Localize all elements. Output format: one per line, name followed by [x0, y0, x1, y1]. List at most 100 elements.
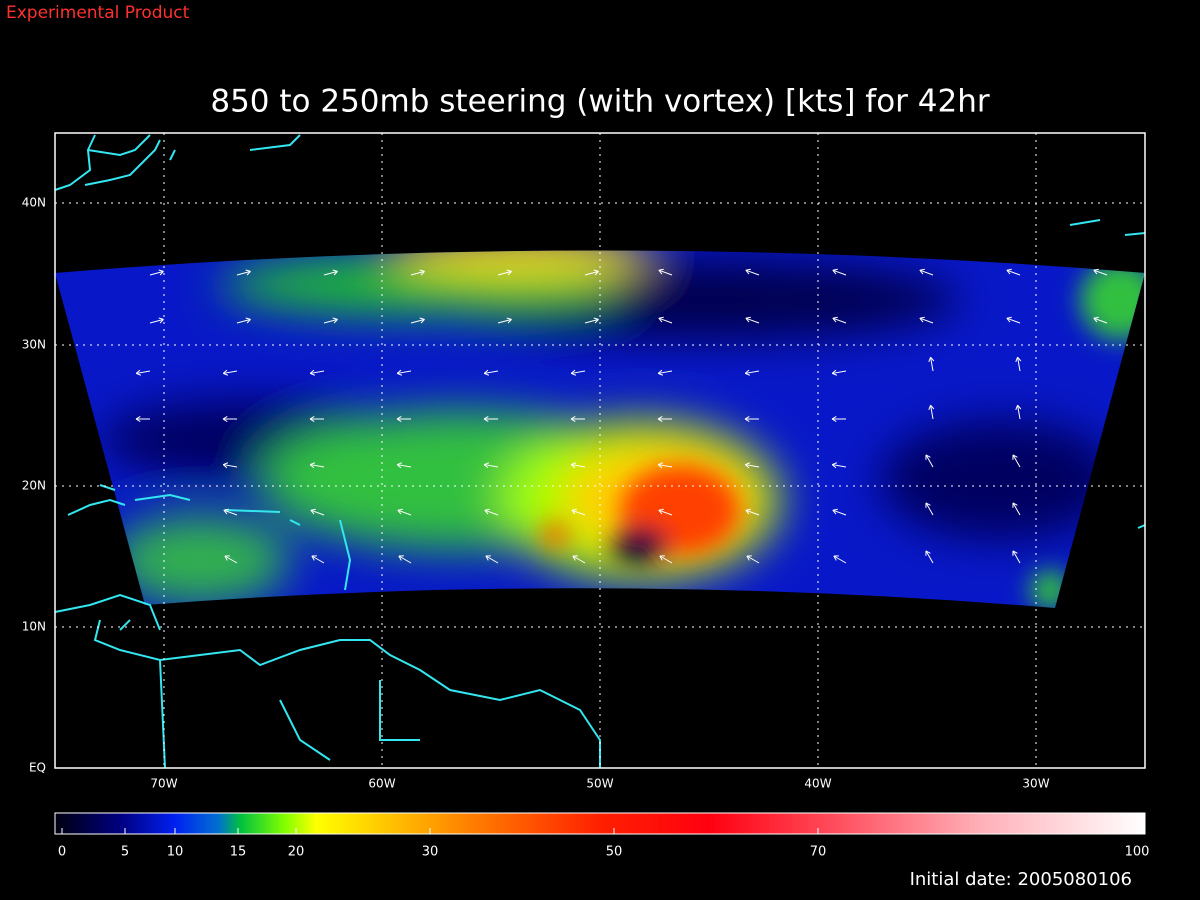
arrow-shaft [398, 555, 412, 564]
arrow-head [919, 316, 925, 319]
arrow-head [397, 462, 403, 466]
arrow-head [310, 462, 316, 466]
arrow-head [744, 418, 750, 423]
arrow-head [593, 317, 599, 320]
arrow-shaft [925, 454, 934, 468]
product-label: Experimental Product [6, 3, 190, 23]
arrow-shaft [832, 317, 847, 324]
arrow-head [831, 464, 837, 469]
arrow-head [832, 508, 838, 511]
lon-label: 40W [804, 777, 831, 791]
lat-label: 40N [22, 196, 46, 210]
arrow-head [396, 415, 402, 420]
arrow-head [744, 369, 750, 374]
arrow-shaft [919, 269, 934, 276]
arrow-shaft [745, 317, 760, 324]
arrow-head [158, 269, 164, 272]
arrow-head [571, 509, 576, 515]
arrow-shaft [572, 555, 586, 564]
arrow-head [309, 418, 315, 423]
arrow-head [1017, 356, 1022, 362]
arrow-head [832, 269, 837, 275]
arrow-head [484, 462, 490, 466]
arrow-shaft [484, 509, 499, 516]
colorbar-label: 5 [121, 845, 129, 860]
arrow-head [657, 418, 663, 423]
arrow-head [658, 462, 664, 466]
arrow-shaft [223, 370, 238, 374]
arrow-head [571, 508, 577, 511]
arrow-shaft [658, 464, 673, 468]
arrow-head [593, 269, 599, 272]
arrow-head [1006, 316, 1012, 319]
arrow-head [396, 369, 402, 374]
arrow-head [571, 462, 577, 466]
arrow-head [484, 508, 490, 511]
arrow-shaft [745, 464, 760, 468]
arrow-shaft [1017, 357, 1021, 372]
grid [55, 133, 1145, 768]
arrow-head [746, 555, 750, 561]
arrow-shaft [1012, 550, 1021, 564]
arrow-shaft [832, 370, 847, 374]
lat-label: 10N [22, 620, 46, 634]
arrow-head [420, 319, 425, 324]
arrow-head [135, 415, 141, 420]
lon-label: 30W [1022, 777, 1049, 791]
arrow-head [223, 508, 229, 511]
arrow-shaft [745, 370, 760, 374]
arrow-shaft [311, 555, 325, 564]
lon-label: 60W [368, 777, 395, 791]
arrow-head [223, 509, 228, 515]
arrow-head [745, 508, 751, 511]
arrow-shaft [745, 509, 760, 516]
arrow-head [309, 369, 315, 374]
arrow-head [570, 415, 576, 420]
arrow-shaft [310, 370, 325, 374]
arrow-head [484, 372, 490, 376]
arrow-head [135, 418, 141, 423]
arrow-head [928, 357, 932, 363]
arrow-shaft [410, 318, 425, 324]
arrow-shaft [571, 370, 586, 374]
arrow-head [1012, 550, 1018, 554]
arrow-head [310, 372, 316, 376]
arrow-head [159, 319, 164, 324]
arrow-head [396, 464, 402, 469]
arrow-shaft [1012, 454, 1021, 468]
arrow-shaft [236, 318, 251, 324]
arrow-head [570, 464, 576, 469]
arrow-shaft [1012, 502, 1021, 516]
arrow-head [222, 415, 228, 420]
arrow-head [745, 372, 751, 376]
arrow-shaft [485, 555, 499, 564]
arrow-head [571, 372, 577, 376]
arrow-shaft [658, 317, 673, 324]
arrow-head [419, 317, 425, 320]
arrow-head [832, 372, 838, 376]
arrow-head [928, 405, 932, 411]
arrow-shaft [746, 555, 760, 564]
arrow-shaft [136, 370, 151, 374]
arrow-shaft [832, 269, 847, 276]
arrow-head [397, 372, 403, 376]
arrow-shaft [397, 464, 412, 468]
arrow-head [1015, 357, 1019, 363]
map-frame [54, 132, 1146, 769]
arrow-shaft [584, 318, 599, 324]
arrow-shaft [223, 464, 238, 468]
arrow-head [1006, 269, 1011, 275]
wind-field [55, 250, 1145, 608]
arrow-head [831, 369, 837, 374]
lon-label: 70W [150, 777, 177, 791]
arrow-head [309, 415, 315, 420]
arrow-head [657, 464, 663, 469]
arrow-head [223, 462, 229, 466]
arrow-head [222, 464, 228, 469]
colorbar-label: 30 [422, 845, 439, 860]
arrow-head [658, 508, 664, 511]
arrow-head [396, 418, 402, 423]
arrow-head [1093, 269, 1098, 275]
arrow-head [745, 509, 750, 515]
